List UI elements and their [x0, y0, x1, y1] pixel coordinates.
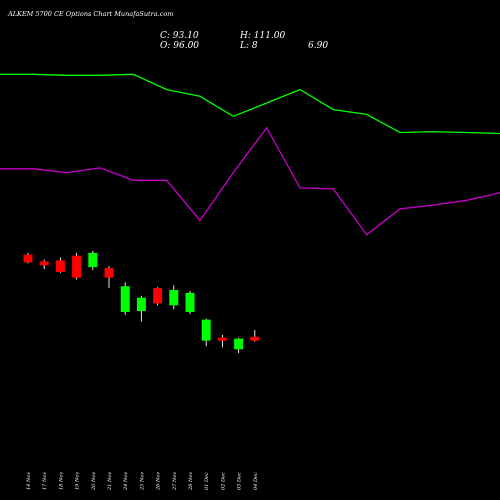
chart-title: ALKEM 5700 CE Options Chart MunafaSutra.…: [7, 10, 173, 18]
candle-body-up: [88, 252, 98, 268]
x-tick-label: 14 Nov: [26, 472, 32, 490]
x-tick-label: 19 Nov: [75, 472, 81, 490]
candle: [23, 252, 33, 264]
candle: [88, 250, 98, 270]
candle: [39, 259, 49, 270]
x-tick-label: 24 Nov: [123, 472, 129, 491]
ohlc-close: C: 93.10: [160, 31, 199, 41]
x-tick-label: 21 Nov: [107, 472, 113, 491]
x-tick-label: 20 Nov: [91, 472, 97, 491]
candle-body-down: [104, 268, 114, 278]
candle: [55, 257, 65, 273]
x-tick-label: 02 Dec: [220, 472, 226, 490]
candle-body-down: [153, 288, 163, 304]
candle-body-down: [23, 254, 33, 263]
candle-body-down: [217, 337, 227, 341]
candle-body-down: [250, 336, 260, 341]
candle-body-down: [72, 255, 82, 278]
candle: [136, 295, 146, 322]
candle: [234, 337, 244, 354]
candle: [120, 282, 130, 315]
candle: [201, 318, 211, 347]
ohlc-high: H: 111.00: [239, 31, 286, 41]
ohlc-low: L: 8: [239, 41, 258, 51]
candle-body-down: [55, 260, 65, 272]
x-tick-label: 01 Dec: [204, 472, 210, 490]
x-tick-label: 17 Nov: [42, 472, 48, 490]
x-tick-label: 04 Dec: [253, 472, 259, 490]
x-tick-label: 03 Dec: [237, 472, 243, 490]
ohlc-open: O: 96.00: [160, 41, 199, 51]
candlestick-series: [23, 250, 260, 354]
overlay-line-1: [0, 73, 500, 135]
x-tick-label: 27 Nov: [172, 472, 178, 491]
candle-body-up: [120, 286, 130, 312]
candle: [217, 334, 227, 348]
candle-body-up: [234, 338, 244, 350]
candle: [169, 285, 179, 310]
x-tick-label: 28 Nov: [188, 472, 194, 491]
candle-body-up: [136, 297, 146, 312]
candle: [72, 252, 82, 280]
candle: [250, 330, 260, 342]
x-tick-label: 26 Nov: [156, 472, 162, 491]
x-tick-label: 18 Nov: [58, 472, 64, 490]
ohlc-extra-value: 6.90: [308, 41, 328, 51]
candle: [153, 287, 163, 306]
candle-body-up: [201, 319, 211, 341]
overlay-lines: [0, 73, 500, 236]
x-tick-label: 25 Nov: [139, 472, 145, 491]
candle-body-up: [169, 290, 179, 306]
overlay-line-2: [0, 126, 500, 236]
candle-body-down: [39, 261, 49, 266]
candle: [104, 266, 114, 289]
candle-body-up: [185, 292, 195, 312]
x-axis-ticks: 14 Nov 17 Nov 18 Nov 19 Nov 20 Nov 21 Nov 24 N…: [26, 472, 259, 491]
candle: [185, 291, 195, 314]
